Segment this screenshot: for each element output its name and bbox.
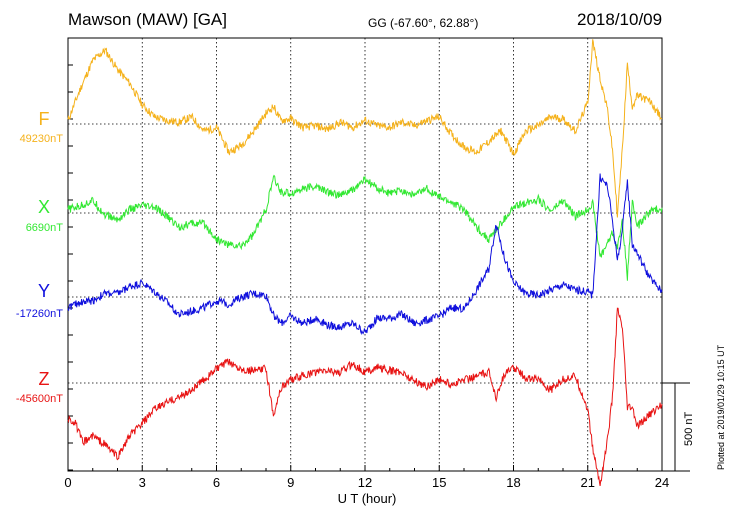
baseline-lines — [68, 123, 662, 384]
component-label-Z: Z — [39, 369, 50, 389]
component-labels: F 49230nT X 6690nT Y -17260nT Z -45600nT — [16, 109, 63, 405]
x-tick-labels: 0 3 6 9 12 15 18 21 24 — [64, 475, 669, 490]
chart-date: 2018/10/09 — [577, 10, 663, 29]
baseline-value-Y: -17260nT — [16, 308, 63, 320]
station-title: Mawson (MAW) [GA] — [68, 10, 227, 29]
x-tick-label: 24 — [655, 475, 669, 490]
series-line-Y — [67, 173, 663, 336]
component-label-Y: Y — [38, 281, 50, 301]
x-tick-label: 12 — [358, 475, 372, 490]
component-label-X: X — [38, 197, 50, 217]
grid-lines — [67, 38, 663, 471]
x-axis-label: U T (hour) — [338, 491, 397, 506]
component-label-F: F — [39, 109, 50, 129]
baseline-value-Z: -45600nT — [16, 393, 63, 405]
series-line-Z — [67, 307, 663, 486]
series-line-F — [67, 39, 663, 218]
baseline-value-X: 6690nT — [26, 222, 64, 234]
x-tick-label: 15 — [432, 475, 446, 490]
scale-bar-label: 500 nT — [683, 411, 695, 446]
plotted-note: Plotted at 2019/01/29 10:15 UT — [716, 344, 726, 470]
scale-bar — [662, 382, 690, 472]
x-tick-label: 6 — [213, 475, 220, 490]
x-tick-label: 0 — [64, 475, 71, 490]
series-lines — [67, 39, 663, 486]
baseline-value-F: 49230nT — [20, 133, 64, 145]
x-tick-label: 9 — [287, 475, 294, 490]
x-tick-label: 3 — [139, 475, 146, 490]
x-tick-label: 21 — [581, 475, 595, 490]
geographic-coordinates: GG (-67.60°, 62.88°) — [368, 16, 479, 30]
series-line-X — [67, 174, 663, 281]
x-tick-label: 18 — [506, 475, 520, 490]
